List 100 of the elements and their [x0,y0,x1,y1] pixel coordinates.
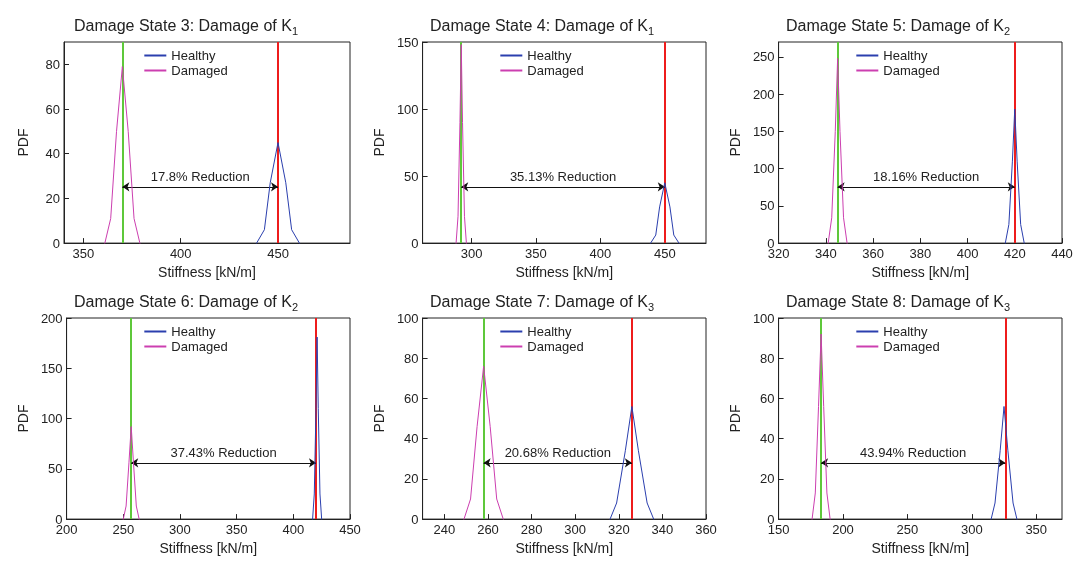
line-series [1004,108,1025,244]
x-tick-label: 250 [896,522,919,538]
annotation: 17.8% Reduction [150,168,250,184]
x-tick-label: 320 [607,522,630,538]
annotation: 20.68% Reduction [504,444,611,460]
y-tick-label: 20 [760,471,775,487]
line-series [312,336,323,520]
legend-label: Healthy [171,324,216,339]
legend-label: Healthy [171,48,216,63]
x-tick-label: 400 [956,246,979,262]
legend-label: Damaged [527,63,584,78]
y-tick-label: 100 [396,310,419,326]
x-tick-label: 350 [1025,522,1048,538]
line-series [455,44,467,244]
line-series [256,142,300,244]
y-tick-label: 250 [752,49,775,65]
y-tick-label: 100 [752,310,775,326]
y-tick-label: 0 [411,511,419,527]
x-axis-title: Stiffness [kN/m] [515,540,614,556]
x-tick-label: 360 [695,522,717,538]
y-tick-label: 60 [404,390,419,406]
x-tick-label: 300 [564,522,587,538]
y-tick-label: 200 [40,310,63,326]
legend-label: Healthy [527,324,572,339]
line-series [990,405,1018,520]
legend-label: Damaged [883,63,940,78]
x-axis-title: Stiffness [kN/m] [515,264,614,280]
y-axis-title: PDF [727,128,743,157]
y-tick-label: 60 [45,101,60,117]
legend-label: Damaged [171,339,228,354]
x-tick-label: 250 [112,522,135,538]
x-tick-label: 420 [1003,246,1026,262]
y-tick-label: 200 [752,86,775,102]
x-axis-title: Stiffness [kN/m] [871,264,970,280]
y-tick-label: 20 [404,471,419,487]
x-tick-label: 200 [832,522,854,538]
x-tick-label: 400 [169,246,192,262]
y-tick-label: 100 [752,161,775,177]
x-tick-label: 300 [169,522,191,538]
x-tick-label: 350 [72,246,95,262]
x-tick-label: 450 [267,246,289,262]
legend-label: Healthy [527,48,572,63]
x-tick-label: 450 [339,522,361,538]
y-axis-title: PDF [15,128,31,157]
annotation: 43.94% Reduction [860,444,967,460]
x-tick-label: 380 [909,246,932,262]
annotation: 35.13% Reduction [509,168,617,184]
x-tick-label: 300 [460,246,483,262]
line-series [463,365,504,520]
legend-label: Healthy [883,48,928,63]
y-tick-label: 80 [45,56,60,72]
y-tick-label: 60 [760,390,775,406]
line-series [827,57,848,244]
legend-label: Damaged [883,339,940,354]
y-tick-label: 80 [404,350,419,366]
x-tick-label: 440 [1051,246,1073,262]
x-axis-title: Stiffness [kN/m] [159,540,258,556]
x-tick-label: 280 [520,522,543,538]
legend-label: Healthy [883,324,928,339]
x-tick-label: 400 [589,246,612,262]
legend-label: Damaged [527,339,584,354]
line-series [609,405,655,520]
x-axis-title: Stiffness [kN/m] [158,264,256,280]
y-tick-label: 100 [396,101,419,117]
x-axis-title: Stiffness [kN/m] [871,540,970,556]
x-tick-label: 350 [225,522,248,538]
y-tick-label: 40 [404,431,419,447]
y-tick-label: 100 [40,411,63,427]
y-tick-label: 150 [396,34,419,50]
y-axis-title: PDF [371,128,387,157]
line-series [650,182,680,244]
x-tick-label: 350 [525,246,547,262]
x-tick-label: 340 [651,522,674,538]
x-tick-label: 450 [653,246,676,262]
y-tick-label: 50 [48,461,63,477]
y-tick-label: 50 [760,198,775,214]
annotation: 37.43% Reduction [170,444,277,460]
line-series [104,66,141,244]
x-tick-label: 260 [477,522,499,538]
line-series [811,333,831,520]
annotation: 18.16% Reduction [873,168,980,184]
legend-label: Damaged [171,63,228,78]
y-axis-title: PDF [15,404,31,433]
line-series [122,426,140,520]
y-axis-title: PDF [727,404,743,433]
y-tick-label: 20 [45,190,60,206]
x-tick-label: 300 [960,522,983,538]
y-tick-label: 0 [411,235,419,251]
x-tick-label: 400 [282,522,305,538]
x-tick-label: 320 [767,246,790,262]
y-tick-label: 40 [760,431,775,447]
x-tick-label: 360 [862,246,884,262]
y-tick-label: 80 [760,350,775,366]
y-tick-label: 0 [52,235,60,251]
y-tick-label: 150 [40,360,63,376]
y-tick-label: 150 [752,123,775,139]
y-tick-label: 40 [45,146,60,162]
y-axis-title: PDF [371,404,387,433]
x-tick-label: 240 [433,522,456,538]
y-tick-label: 50 [404,168,419,184]
